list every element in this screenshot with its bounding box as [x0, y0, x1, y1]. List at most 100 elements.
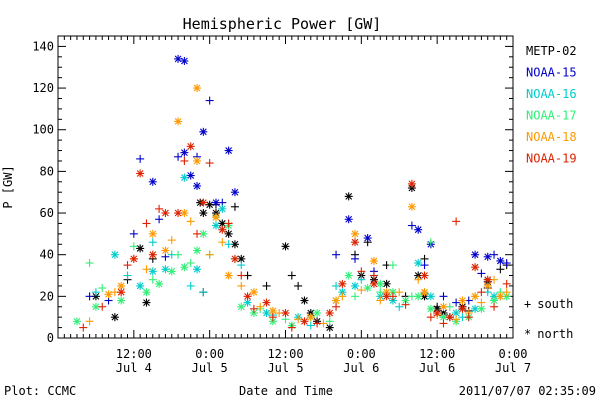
- marker-symbol: +: [524, 297, 531, 311]
- data-point-north: [110, 250, 119, 259]
- data-point-north: [174, 209, 183, 218]
- data-points: [72, 54, 511, 332]
- data-point-north: [483, 275, 492, 284]
- data-point-south: [193, 229, 202, 238]
- data-point-north: [281, 242, 290, 251]
- data-point-north: [420, 288, 429, 297]
- data-point-north: [351, 229, 360, 238]
- data-point-south: [502, 259, 511, 268]
- data-point-north: [325, 309, 334, 318]
- marker-legend-north: * north: [524, 327, 573, 341]
- data-point-north: [338, 279, 347, 288]
- data-point-north: [471, 250, 480, 259]
- y-tick-label: 80: [40, 164, 54, 178]
- data-point-north: [211, 213, 220, 222]
- y-tick-label: 100: [32, 123, 54, 137]
- data-point-north: [420, 271, 429, 280]
- data-point-south: [420, 261, 429, 270]
- data-point-south: [98, 284, 107, 293]
- data-point-south: [148, 275, 157, 284]
- data-point-south: [357, 275, 366, 284]
- data-point-north: [496, 256, 505, 265]
- data-point-north: [414, 225, 423, 234]
- data-point-north: [186, 142, 195, 151]
- data-point-south: [85, 259, 94, 268]
- data-point-south: [439, 292, 448, 301]
- data-point-south: [85, 317, 94, 326]
- x-tick-label-time: 0:00: [499, 347, 528, 361]
- data-point-south: [85, 292, 94, 301]
- data-point-north: [369, 279, 378, 288]
- x-tick-label-time: 12:00: [116, 347, 152, 361]
- chart-title: Hemispheric Power [GW]: [183, 15, 382, 33]
- data-point-south: [452, 298, 461, 307]
- data-point-south: [186, 259, 195, 268]
- data-point-south: [205, 96, 214, 105]
- data-point-north: [496, 292, 505, 301]
- data-point-north: [483, 281, 492, 290]
- data-point-south: [142, 219, 151, 228]
- y-tick-label: 140: [32, 39, 54, 53]
- data-point-north: [148, 229, 157, 238]
- data-point-north: [369, 256, 378, 265]
- data-point-south: [388, 261, 397, 270]
- data-point-north: [136, 169, 145, 178]
- legend-entry: NOAA-16: [526, 87, 577, 101]
- data-point-north: [142, 288, 151, 297]
- data-point-north: [148, 267, 157, 276]
- data-point-south: [407, 292, 416, 301]
- data-point-south: [395, 302, 404, 311]
- data-point-north: [142, 298, 151, 307]
- data-point-south: [477, 288, 486, 297]
- y-axis-label: P [GW]: [1, 165, 15, 208]
- data-point-south: [123, 271, 132, 280]
- data-point-north: [471, 304, 480, 313]
- data-point-south: [287, 271, 296, 280]
- data-point-south: [439, 319, 448, 328]
- x-tick-label-day: Jul 5: [192, 361, 228, 375]
- data-point-north: [344, 215, 353, 224]
- data-point-south: [452, 217, 461, 226]
- data-point-south: [401, 300, 410, 309]
- data-point-north: [433, 309, 442, 318]
- data-point-north: [104, 290, 113, 299]
- data-point-south: [496, 265, 505, 274]
- data-point-north: [338, 288, 347, 297]
- data-point-north: [174, 54, 183, 63]
- data-point-north: [136, 244, 145, 253]
- data-point-north: [458, 296, 467, 305]
- data-point-south: [426, 238, 435, 247]
- data-point-north: [180, 148, 189, 157]
- data-point-north: [483, 252, 492, 261]
- data-point-south: [129, 242, 138, 251]
- marker-legend: + south * north: [524, 297, 573, 341]
- data-point-north: [426, 304, 435, 313]
- x-tick-label-day: Jul 4: [116, 361, 152, 375]
- data-point-north: [445, 313, 454, 322]
- data-point-south: [332, 250, 341, 259]
- data-point-north: [199, 209, 208, 218]
- data-point-south: [237, 281, 246, 290]
- data-point-south: [332, 281, 341, 290]
- y-tick-label: 120: [32, 81, 54, 95]
- data-point-north: [180, 56, 189, 65]
- data-point-south: [237, 271, 246, 280]
- marker-label: south: [537, 297, 573, 311]
- data-point-south: [414, 275, 423, 284]
- y-tick-label: 40: [40, 248, 54, 262]
- data-point-north: [193, 246, 202, 255]
- data-point-north: [262, 298, 271, 307]
- data-point-south: [388, 292, 397, 301]
- data-point-north: [439, 302, 448, 311]
- data-point-north: [300, 317, 309, 326]
- data-point-north: [262, 309, 271, 318]
- data-point-north: [224, 229, 233, 238]
- x-tick-label-time: 0:00: [347, 347, 376, 361]
- x-tick-label-day: Jul 6: [343, 361, 379, 375]
- data-point-south: [262, 281, 271, 290]
- data-point-north: [186, 171, 195, 180]
- x-tick-label-time: 0:00: [195, 347, 224, 361]
- y-axis: 0 20 40 60 80 100 120 140: [32, 39, 513, 345]
- data-point-north: [199, 127, 208, 136]
